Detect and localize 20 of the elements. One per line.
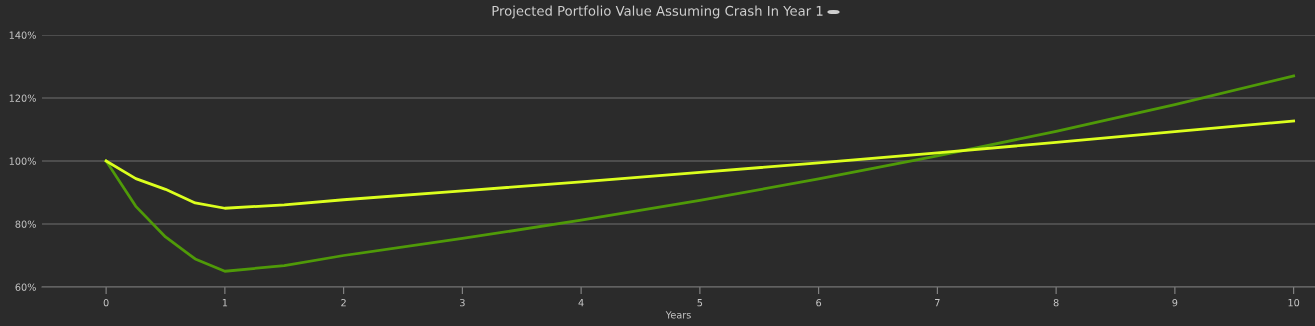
x-tick-label: 0 — [103, 298, 109, 307]
y-tick-label: 120% — [9, 94, 36, 102]
x-tick-label: 6 — [816, 298, 822, 307]
line-series — [104, 119, 1296, 210]
x-tick-label: 5 — [697, 299, 703, 307]
x-tick-label: 2 — [341, 298, 346, 307]
x-tick-label: 4 — [578, 299, 584, 307]
y-tick-label: 100% — [9, 157, 36, 165]
chart-title: Projected Portfolio Value Assuming Crash In Year 1 — [492, 5, 823, 19]
y-tick-label: 80% — [15, 220, 36, 228]
x-tick-label: 3 — [460, 298, 465, 307]
x-tick-label: 7 — [935, 299, 940, 307]
x-tick-label: 10 — [1288, 298, 1300, 307]
x-axis-title: Years — [665, 311, 691, 319]
y-tick-label: 140% — [9, 31, 36, 39]
x-tick-label: 1 — [222, 299, 228, 307]
x-tick-label: 8 — [1053, 298, 1059, 307]
y-tick-label: 60% — [15, 283, 36, 291]
line-series — [104, 74, 1296, 273]
x-tick-label: 9 — [1172, 298, 1178, 307]
